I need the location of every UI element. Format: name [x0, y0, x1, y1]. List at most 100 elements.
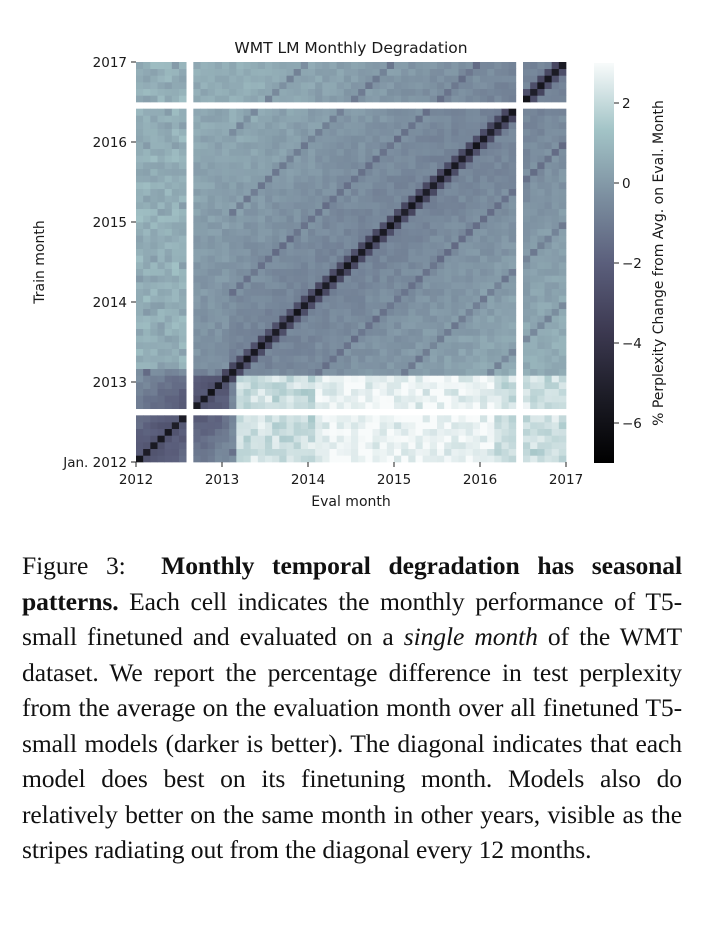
heatmap-cell	[257, 222, 266, 230]
heatmap-cell	[336, 342, 345, 350]
heatmap-cell	[229, 268, 237, 276]
heatmap-cell	[472, 128, 481, 136]
heatmap-cell	[494, 455, 502, 463]
heatmap-cell	[322, 195, 330, 203]
heatmap-cell	[365, 168, 373, 176]
heatmap-cell	[143, 328, 151, 336]
heatmap-cell	[458, 355, 467, 363]
heatmap-cell	[422, 188, 431, 196]
heatmap-cell	[193, 415, 201, 423]
heatmap-cell	[243, 155, 252, 163]
heatmap-cell	[322, 375, 330, 383]
heatmap-cell	[171, 142, 180, 150]
heatmap-cell	[171, 315, 180, 323]
heatmap-cell	[501, 68, 510, 76]
heatmap-cell	[465, 302, 474, 310]
heatmap-cell	[386, 295, 395, 303]
heatmap-cell	[143, 382, 151, 390]
heatmap-cell	[343, 115, 352, 123]
heatmap-cell	[472, 248, 481, 256]
heatmap-cell	[193, 268, 201, 276]
heatmap-cell	[401, 375, 409, 383]
heatmap-cell	[136, 435, 144, 443]
heatmap-cell	[214, 95, 223, 103]
heatmap-cell	[171, 182, 180, 190]
heatmap-cell	[401, 348, 409, 356]
heatmap-cell	[157, 288, 166, 296]
heatmap-cell	[272, 415, 280, 423]
heatmap-cell	[401, 302, 409, 310]
heatmap-cell	[451, 375, 459, 383]
heatmap-cell	[458, 135, 467, 143]
heatmap-cell	[523, 82, 531, 90]
heatmap-cell	[265, 362, 273, 370]
heatmap-cell	[300, 402, 309, 410]
heatmap-cell	[365, 342, 373, 350]
heatmap-cell	[365, 155, 373, 163]
heatmap-cell	[286, 402, 295, 410]
heatmap-cell	[551, 215, 560, 223]
heatmap-cell	[164, 182, 173, 190]
heatmap-cell	[300, 262, 309, 270]
heatmap-cell	[551, 222, 560, 230]
heatmap-cell	[300, 62, 309, 70]
heatmap-cell	[171, 368, 180, 376]
heatmap-cell	[272, 175, 280, 183]
heatmap-cell	[257, 128, 266, 136]
heatmap-cell	[343, 75, 352, 83]
heatmap-cell	[523, 255, 531, 263]
heatmap-cell	[293, 355, 302, 363]
heatmap-cell	[150, 342, 158, 350]
heatmap-cell	[164, 195, 173, 203]
heatmap-cell	[322, 222, 330, 230]
heatmap-cell	[444, 68, 452, 76]
heatmap-cell	[544, 122, 553, 130]
heatmap-cell	[222, 435, 230, 443]
heatmap-cell	[508, 422, 517, 430]
heatmap-cell	[537, 75, 545, 83]
heatmap-cell	[300, 382, 309, 390]
heatmap-cell	[394, 275, 402, 283]
heatmap-cell	[408, 115, 416, 123]
heatmap-cell	[329, 402, 338, 410]
heatmap-cell	[236, 382, 244, 390]
heatmap-cell	[315, 88, 323, 96]
heatmap-cell	[458, 382, 467, 390]
heatmap-cell	[558, 295, 567, 303]
heatmap-cell	[480, 308, 488, 316]
heatmap-cell	[429, 395, 438, 403]
heatmap-cell	[200, 155, 209, 163]
heatmap-cell	[401, 75, 409, 83]
heatmap-cell	[171, 148, 180, 156]
heatmap-cell	[501, 435, 510, 443]
heatmap-cell	[465, 368, 474, 376]
heatmap-cell	[136, 342, 144, 350]
heatmap-cell	[200, 455, 209, 463]
heatmap-cell	[465, 95, 474, 103]
heatmap-cell	[386, 255, 395, 263]
heatmap-cell	[544, 95, 553, 103]
heatmap-cell	[257, 415, 266, 423]
heatmap-cell	[257, 422, 266, 430]
heatmap-cell	[236, 142, 244, 150]
heatmap-cell	[494, 148, 502, 156]
heatmap-cell	[451, 455, 459, 463]
heatmap-cell	[164, 322, 173, 330]
heatmap-cell	[451, 435, 459, 443]
heatmap-cell	[523, 282, 531, 290]
heatmap-cell	[437, 348, 445, 356]
heatmap-cell	[279, 115, 287, 123]
heatmap-cell	[200, 162, 209, 170]
heatmap-cell	[207, 75, 216, 83]
heatmap-cell	[257, 142, 266, 150]
heatmap-cell	[171, 282, 180, 290]
heatmap-cell	[372, 335, 381, 343]
heatmap-cell	[394, 88, 402, 96]
heatmap-cell	[372, 268, 381, 276]
heatmap-cell	[157, 315, 166, 323]
heatmap-cell	[465, 295, 474, 303]
heatmap-cell	[336, 202, 345, 210]
heatmap-cell	[379, 155, 388, 163]
heatmap-cell	[472, 428, 481, 436]
heatmap-cell	[530, 388, 538, 396]
